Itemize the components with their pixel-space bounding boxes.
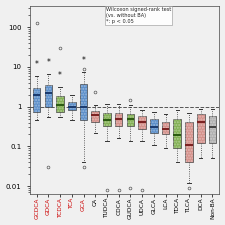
Bar [68,102,76,110]
Text: *: * [46,58,50,67]
Bar [33,88,40,112]
Text: Wilcoxon signed-rank test
(vs. without BA)
*: p < 0.05: Wilcoxon signed-rank test (vs. without B… [106,7,171,24]
Bar [103,113,111,126]
Bar [91,111,99,122]
Bar [127,114,134,126]
Bar [80,84,87,121]
Bar [56,96,64,112]
Bar [115,113,122,126]
Bar [173,119,181,148]
Bar [209,115,216,143]
Bar [185,122,193,162]
Bar [33,88,40,112]
Bar [173,119,181,148]
Text: *: * [58,71,62,80]
Bar [197,114,205,143]
Text: *: * [35,60,39,69]
Bar [80,84,87,121]
Bar [197,114,205,143]
Bar [162,122,169,135]
Bar [115,113,122,126]
Text: *: * [82,56,86,65]
Bar [91,111,99,122]
Bar [138,115,146,129]
Bar [209,115,216,143]
Bar [127,114,134,126]
Bar [162,122,169,135]
Bar [103,113,111,126]
Bar [68,102,76,110]
Bar [150,119,158,133]
Bar [185,122,193,162]
Bar [150,119,158,133]
Bar [138,115,146,129]
Bar [45,85,52,107]
Bar [45,85,52,107]
Bar [56,96,64,112]
